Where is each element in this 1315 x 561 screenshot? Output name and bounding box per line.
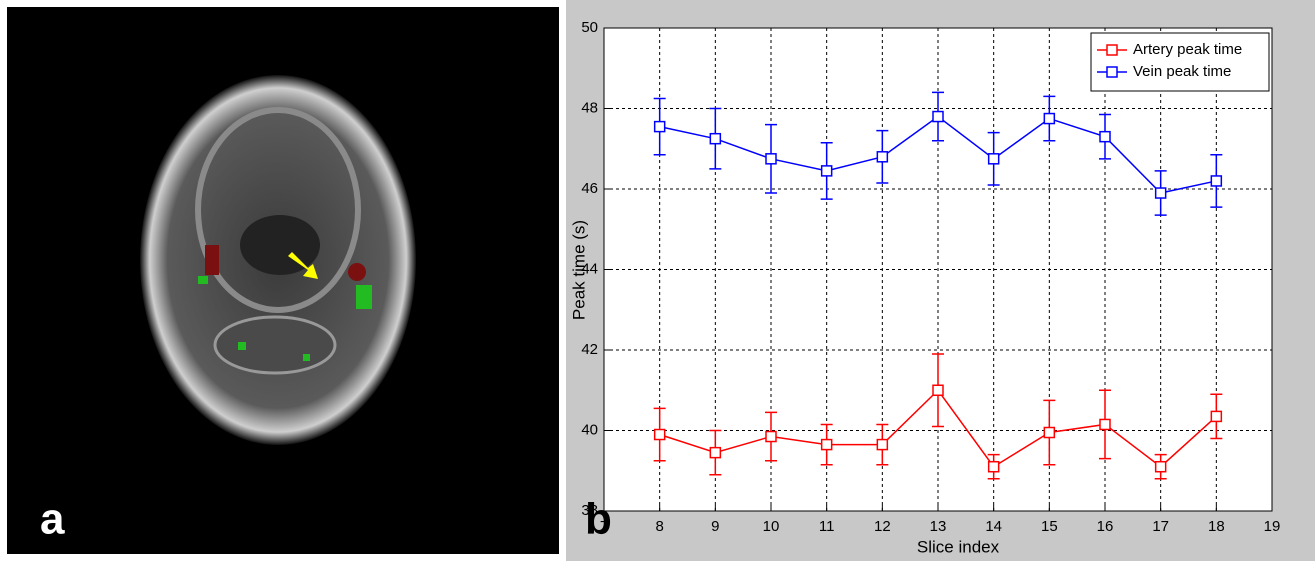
x-tick-label: 14 [985,518,1002,535]
marker [709,446,722,459]
y-tick-label: 48 [581,99,598,116]
marker [1210,175,1223,187]
marker [709,132,722,145]
y-tick-label: 44 [581,260,598,277]
x-tick-label: 19 [1264,518,1281,535]
marker [820,165,833,177]
marker [1043,426,1056,439]
vein-spot [303,354,310,361]
marker [1099,418,1111,431]
x-tick-label: 8 [655,518,663,535]
legend-marker [1106,44,1118,56]
legend-box [1090,32,1270,92]
x-tick-label: 17 [1152,518,1169,535]
marker [1154,460,1167,473]
marker [765,430,777,443]
jaw [195,107,361,313]
x-axis-label: Slice index [917,537,1000,556]
y-tick-label: 46 [581,180,598,197]
marker [765,153,777,165]
marker [987,153,1000,165]
airway [240,215,320,275]
x-tick-label: 9 [711,518,719,535]
marker [987,460,1000,473]
marker [1210,410,1223,423]
marker [653,120,666,133]
legend-label: Vein peak time [1133,63,1231,80]
legend-label: Artery peak time [1133,41,1242,58]
vein-right [356,285,372,309]
vein-spot [238,342,246,350]
panel-label: a [40,495,65,544]
marker [820,438,833,451]
vein-left [198,276,208,284]
y-tick-label: 38 [581,502,598,519]
x-tick-label: 15 [1041,518,1058,535]
marker [1099,130,1111,143]
legend: Artery peak time Vein peak time [1090,32,1270,92]
legend-marker [1106,66,1118,78]
x-tick-label: 16 [1097,518,1114,535]
x-tick-label: 7 [600,518,608,535]
spine [213,315,337,375]
y-tick-label: 42 [581,341,598,358]
x-tick-label: 11 [819,518,835,535]
marker [1043,112,1056,125]
marker [876,438,889,451]
mri-panel: a [7,7,559,554]
marker [932,384,944,396]
marker [876,151,889,163]
x-tick-label: 10 [763,518,780,535]
artery-left [205,245,219,275]
marker [932,110,944,123]
y-tick-label: 40 [581,421,598,438]
y-tick-label: 50 [581,19,598,36]
marker [653,428,666,441]
marker [1154,187,1167,199]
x-tick-label: 12 [874,518,891,535]
artery-right [348,263,366,281]
arrow [288,252,318,279]
x-tick-label: 13 [930,518,947,535]
x-tick-label: 18 [1208,518,1225,535]
y-axis-label: Peak time (s) [569,220,588,320]
